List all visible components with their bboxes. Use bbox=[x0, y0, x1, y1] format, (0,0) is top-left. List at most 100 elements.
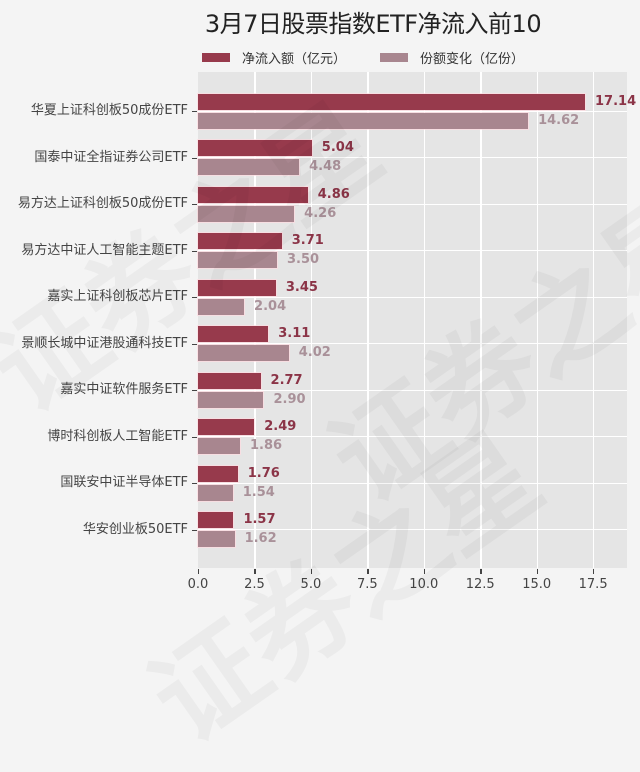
chart-title: 3月7日股票指数ETF净流入前10 bbox=[204, 10, 542, 38]
horizontal-gridline bbox=[198, 343, 627, 345]
value-label-share-change: 4.02 bbox=[298, 345, 331, 360]
horizontal-gridline bbox=[198, 482, 627, 484]
legend-swatch-share-change bbox=[380, 52, 409, 62]
x-tick-label: 5.0 bbox=[300, 577, 322, 592]
vertical-gridline bbox=[480, 72, 482, 568]
legend: 净流入额（亿元） 份额变化（亿份） bbox=[202, 48, 558, 67]
legend-item-share-change[interactable]: 份额变化（亿份） bbox=[380, 48, 524, 67]
value-label-net-inflow: 3.45 bbox=[285, 279, 318, 295]
value-label-share-change: 2.90 bbox=[273, 391, 306, 407]
bar-net-inflow[interactable] bbox=[198, 279, 276, 296]
x-tick-mark bbox=[367, 569, 369, 574]
legend-item-net-inflow[interactable]: 净流入额（亿元） bbox=[202, 48, 346, 67]
bar-net-inflow[interactable] bbox=[198, 372, 261, 389]
bar-share-change[interactable] bbox=[198, 345, 289, 361]
y-category-label: 博时科创板人工智能ETF bbox=[47, 428, 188, 444]
y-tick-mark bbox=[192, 436, 197, 438]
value-label-net-inflow: 3.11 bbox=[278, 326, 311, 341]
legend-label-share-change: 份额变化（亿份） bbox=[420, 51, 525, 67]
vertical-gridline bbox=[593, 72, 595, 568]
bar-share-change[interactable] bbox=[198, 298, 245, 315]
bar-net-inflow[interactable] bbox=[198, 186, 308, 203]
value-label-net-inflow: 17.14 bbox=[595, 93, 637, 109]
y-category-label: 易方达上证科创板50成份ETF bbox=[17, 196, 188, 211]
y-category-label: 华夏上证科创板50成份ETF bbox=[30, 103, 188, 118]
horizontal-gridline bbox=[198, 529, 627, 531]
bar-net-inflow[interactable] bbox=[198, 465, 238, 482]
bar-share-change[interactable] bbox=[198, 484, 233, 501]
bar-net-inflow[interactable] bbox=[198, 140, 312, 156]
x-tick-mark bbox=[593, 569, 595, 574]
horizontal-gridline bbox=[198, 250, 627, 252]
y-category-label: 嘉实中证软件服务ETF bbox=[60, 382, 188, 397]
value-label-net-inflow: 1.57 bbox=[243, 512, 276, 527]
value-label-share-change: 1.62 bbox=[244, 531, 277, 546]
plot-area: 17.14 14.62 5.04 4.48 4.86 4.26 3.71 3.50 3.45 2.… bbox=[198, 72, 636, 568]
x-tick-mark bbox=[198, 569, 200, 574]
bar-share-change[interactable] bbox=[198, 252, 278, 268]
x-tick-mark bbox=[423, 569, 426, 574]
bar-share-change[interactable] bbox=[198, 391, 264, 408]
y-category-label: 嘉实上证科创板芯片ETF bbox=[47, 289, 188, 304]
legend-swatch-net-inflow bbox=[202, 52, 230, 62]
value-label-net-inflow: 4.86 bbox=[317, 186, 350, 202]
horizontal-gridline bbox=[198, 203, 627, 205]
value-label-share-change: 3.50 bbox=[287, 252, 320, 267]
value-label-share-change: 4.48 bbox=[309, 159, 342, 174]
value-label-net-inflow: 3.71 bbox=[291, 233, 324, 248]
value-label-net-inflow: 5.04 bbox=[321, 140, 354, 155]
bar-net-inflow[interactable] bbox=[198, 233, 282, 249]
y-tick-mark bbox=[192, 157, 197, 159]
value-label-net-inflow: 1.76 bbox=[247, 465, 280, 481]
y-tick-mark bbox=[192, 250, 197, 252]
bar-share-change[interactable] bbox=[198, 112, 529, 129]
bar-net-inflow[interactable] bbox=[198, 512, 234, 528]
x-tick-label: 15.0 bbox=[522, 577, 552, 592]
bar-net-inflow[interactable] bbox=[198, 93, 585, 110]
y-category-label: 华安创业板50ETF bbox=[82, 521, 188, 537]
vertical-gridline bbox=[310, 72, 313, 568]
y-tick-mark bbox=[192, 204, 197, 206]
x-tick-label: 17.5 bbox=[578, 577, 608, 592]
bar-net-inflow[interactable] bbox=[198, 326, 269, 342]
x-tick-label: 2.5 bbox=[244, 577, 265, 592]
vertical-gridline bbox=[254, 72, 256, 568]
value-label-share-change: 2.04 bbox=[254, 298, 287, 314]
y-tick-mark bbox=[192, 111, 197, 113]
y-category-label: 国联安中证半导体ETF bbox=[60, 475, 188, 490]
horizontal-gridline bbox=[198, 110, 627, 112]
y-tick-mark bbox=[192, 343, 197, 345]
value-label-net-inflow: 2.49 bbox=[264, 419, 297, 434]
x-tick-label: 12.5 bbox=[465, 577, 495, 592]
y-tick-mark bbox=[192, 390, 197, 392]
x-tick-mark bbox=[536, 569, 538, 574]
vertical-gridline bbox=[536, 72, 538, 568]
x-tick-mark bbox=[480, 569, 482, 574]
x-tick-label: 0.0 bbox=[187, 577, 209, 592]
value-label-share-change: 1.86 bbox=[249, 438, 283, 453]
horizontal-gridline bbox=[198, 389, 627, 391]
value-label-share-change: 1.54 bbox=[242, 484, 275, 500]
y-category-label: 景顺长城中证港股通科技ETF bbox=[21, 335, 188, 351]
value-label-share-change: 14.62 bbox=[538, 112, 580, 128]
y-tick-mark bbox=[192, 529, 197, 531]
legend-label-net-inflow: 净流入额（亿元） bbox=[242, 51, 347, 67]
y-category-label: 国泰中证全指证券公司ETF bbox=[34, 149, 188, 165]
horizontal-gridline bbox=[198, 436, 627, 438]
vertical-gridline bbox=[423, 72, 426, 568]
bar-share-change[interactable] bbox=[198, 438, 240, 454]
horizontal-gridline bbox=[198, 296, 627, 298]
bar-share-change[interactable] bbox=[198, 205, 295, 222]
y-category-label: 易方达中证人工智能主题ETF bbox=[21, 242, 188, 258]
x-tick-label: 7.5 bbox=[356, 577, 378, 592]
bar-share-change[interactable] bbox=[198, 159, 300, 175]
bar-share-change[interactable] bbox=[198, 531, 235, 547]
vertical-gridline bbox=[367, 72, 369, 568]
bar-net-inflow[interactable] bbox=[198, 419, 255, 435]
x-tick-label: 10.0 bbox=[409, 577, 439, 592]
value-label-net-inflow: 2.77 bbox=[270, 372, 303, 388]
y-tick-mark bbox=[192, 297, 197, 299]
x-tick-mark bbox=[310, 569, 313, 574]
value-label-share-change: 4.26 bbox=[304, 205, 337, 221]
y-tick-mark bbox=[192, 483, 197, 485]
